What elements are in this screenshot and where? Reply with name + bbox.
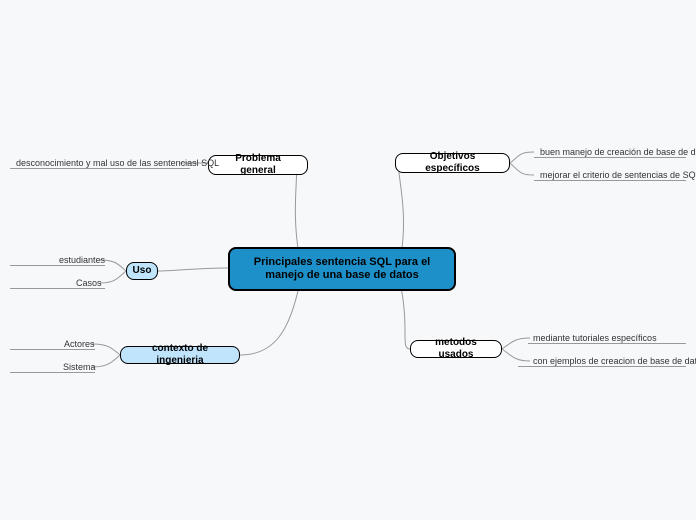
leaf-l5: Casos <box>76 278 102 288</box>
leaf-l3: mejorar el criterio de sentencias de SQL <box>540 170 696 180</box>
leafline-l9 <box>518 366 686 367</box>
node-uso[interactable]: Uso <box>126 262 158 280</box>
leaf-l1: desconocimiento y mal uso de las sentenc… <box>16 158 219 168</box>
node-objetivos[interactable]: Objetivos específicos <box>395 153 510 173</box>
leaf-l9: con ejemplos de creacion de base de dato… <box>533 356 696 366</box>
node-metodos[interactable]: metodos usados <box>410 340 502 358</box>
node-contexto[interactable]: contexto de ingenieria <box>120 346 240 364</box>
node-contexto-label: contexto de ingenieria <box>129 343 231 367</box>
central-label: Principales sentencia SQL para el manejo… <box>238 256 446 282</box>
leafline-l2 <box>534 157 686 158</box>
central-node[interactable]: Principales sentencia SQL para el manejo… <box>228 247 456 291</box>
leafline-l5 <box>10 288 105 289</box>
leaf-l2: buen manejo de creación de base de datos <box>540 147 696 157</box>
leaf-l7: Sistema <box>63 362 96 372</box>
node-problema[interactable]: Problema general <box>208 155 308 175</box>
leafline-l1 <box>10 168 190 169</box>
leaf-l6: Actores <box>64 339 95 349</box>
node-problema-label: Problema general <box>217 153 299 177</box>
leafline-l8 <box>528 343 686 344</box>
leaf-l4: estudiantes <box>59 255 105 265</box>
leafline-l6 <box>10 349 95 350</box>
leaf-l8: mediante tutoriales específicos <box>533 333 657 343</box>
leafline-l3 <box>534 180 686 181</box>
node-objetivos-label: Objetivos específicos <box>404 151 501 175</box>
node-uso-label: Uso <box>133 265 152 277</box>
mindmap-canvas: { "central": {"label": "Principales sent… <box>0 0 696 520</box>
leafline-l7 <box>10 372 95 373</box>
node-metodos-label: metodos usados <box>419 337 493 361</box>
leafline-l4 <box>10 265 105 266</box>
